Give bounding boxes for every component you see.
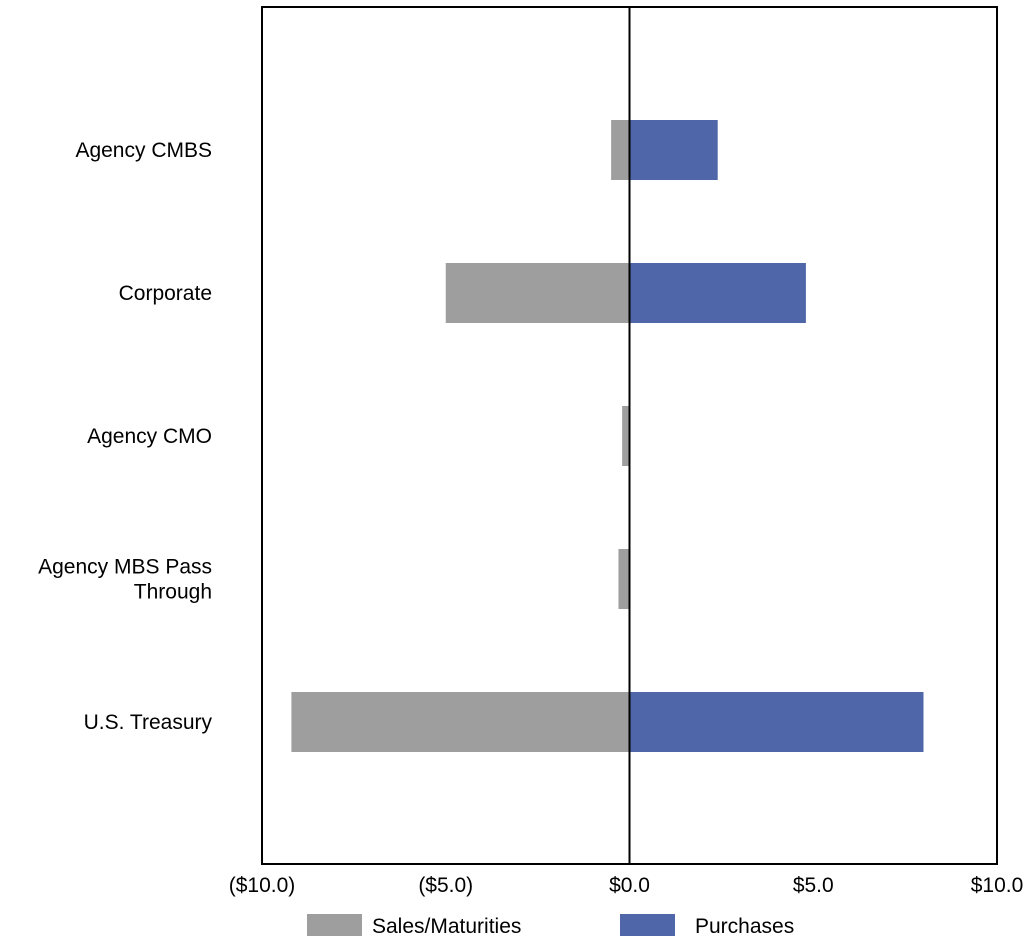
x-tick-label: $0.0	[609, 874, 650, 897]
bar-sales-maturities-4	[291, 692, 630, 752]
bar-sales-maturities-3	[618, 549, 630, 609]
category-label-line: U.S. Treasury	[84, 711, 213, 734]
x-tick-label: $5.0	[793, 874, 834, 897]
bar-purchases-1	[629, 263, 806, 323]
x-tick-label: ($5.0)	[418, 874, 473, 897]
category-label: Agency CMO	[87, 425, 212, 448]
legend-swatch-sales-maturities	[307, 914, 362, 936]
legend-swatch-purchases	[620, 914, 675, 936]
category-label: Agency CMBS	[75, 139, 212, 162]
category-label: Corporate	[119, 282, 212, 305]
category-label: Agency MBS Pass Through	[38, 556, 212, 604]
bars-group	[291, 120, 924, 752]
bar-purchases-4	[629, 692, 924, 752]
x-tick-label: $10.0	[971, 874, 1024, 897]
bar-sales-maturities-0	[611, 120, 630, 180]
legend: Sales/Maturities Purchases	[307, 914, 794, 938]
legend-label: Sales/Maturities	[372, 915, 521, 938]
bar-purchases-0	[629, 120, 718, 180]
category-label-line: Agency CMBS	[75, 139, 212, 162]
bar-sales-maturities-2	[622, 406, 630, 466]
bar-sales-maturities-1	[445, 263, 630, 323]
x-tick-labels: ($10.0) ($5.0) $0.0 $5.0 $10.0	[229, 874, 1024, 897]
category-label-line: Agency CMO	[87, 425, 212, 448]
category-label-line: Through	[134, 581, 212, 604]
category-label: U.S. Treasury	[84, 711, 213, 734]
category-label-line: Corporate	[119, 282, 212, 305]
legend-label: Purchases	[695, 915, 794, 938]
category-labels: Agency CMBS Corporate Agency CMO Agency MBS…	[38, 139, 212, 734]
x-tick-label: ($10.0)	[229, 874, 296, 897]
category-label-line: Agency MBS Pass	[38, 556, 212, 579]
